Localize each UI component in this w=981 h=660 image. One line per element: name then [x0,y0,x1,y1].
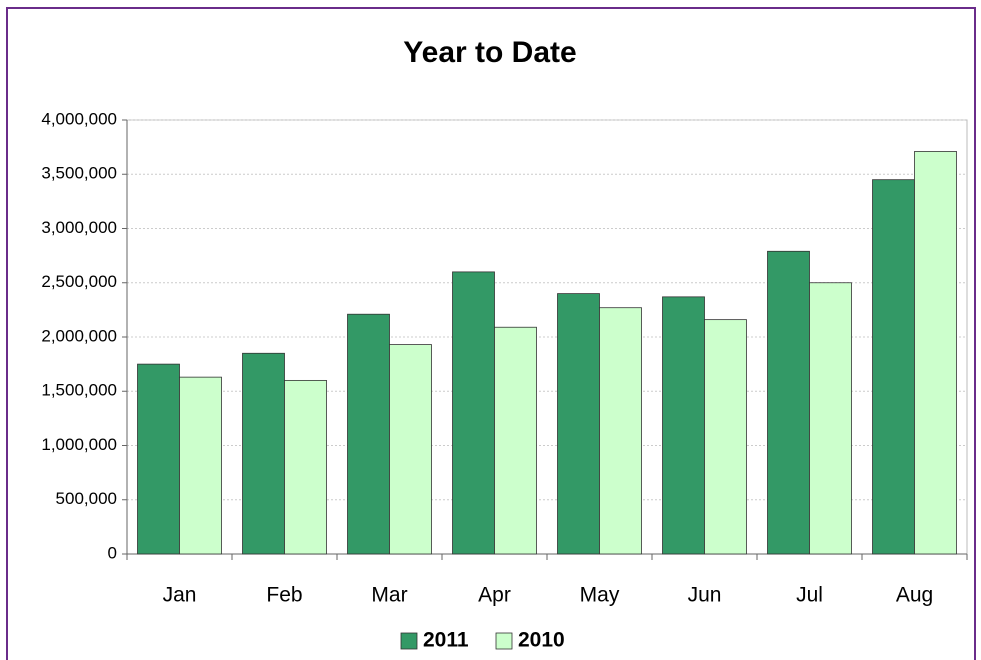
bar [704,319,747,555]
bar [494,326,537,555]
bar [284,379,327,555]
chart-title: Year to Date [403,36,576,69]
y-tick-label: 1,000,000 [41,435,117,454]
x-tick-label: Jun [688,584,722,607]
legend-label: 2010 [518,629,565,652]
y-tick-label: 2,500,000 [41,272,117,291]
bar [137,363,180,555]
x-tick-label: Aug [896,584,933,607]
bar [872,179,915,555]
bar [809,282,852,555]
bar [557,293,600,555]
y-tick-label: 4,000,000 [41,109,117,128]
bar [347,313,390,555]
bar [179,376,222,555]
y-tick-label: 2,000,000 [41,326,117,345]
legend-label: 2011 [423,629,469,652]
y-tick-label: 1,500,000 [41,381,117,400]
bar [767,250,810,555]
bar [452,271,495,555]
legend-swatch [495,632,513,650]
bar [662,296,705,555]
y-tick-label: 3,500,000 [41,164,117,183]
x-tick-label: Jan [163,584,197,607]
bar [389,344,432,555]
y-tick-label: 0 [108,543,117,562]
bar [599,307,642,555]
bar [242,352,285,555]
x-tick-label: Feb [266,584,302,607]
bar [914,151,957,555]
y-tick-label: 500,000 [56,489,117,508]
x-tick-label: Apr [478,584,511,607]
legend-swatch [400,632,418,650]
x-tick-label: Jul [796,584,823,607]
x-tick-label: May [580,584,620,607]
x-tick-label: Mar [371,584,407,607]
y-tick-label: 3,000,000 [41,218,117,237]
